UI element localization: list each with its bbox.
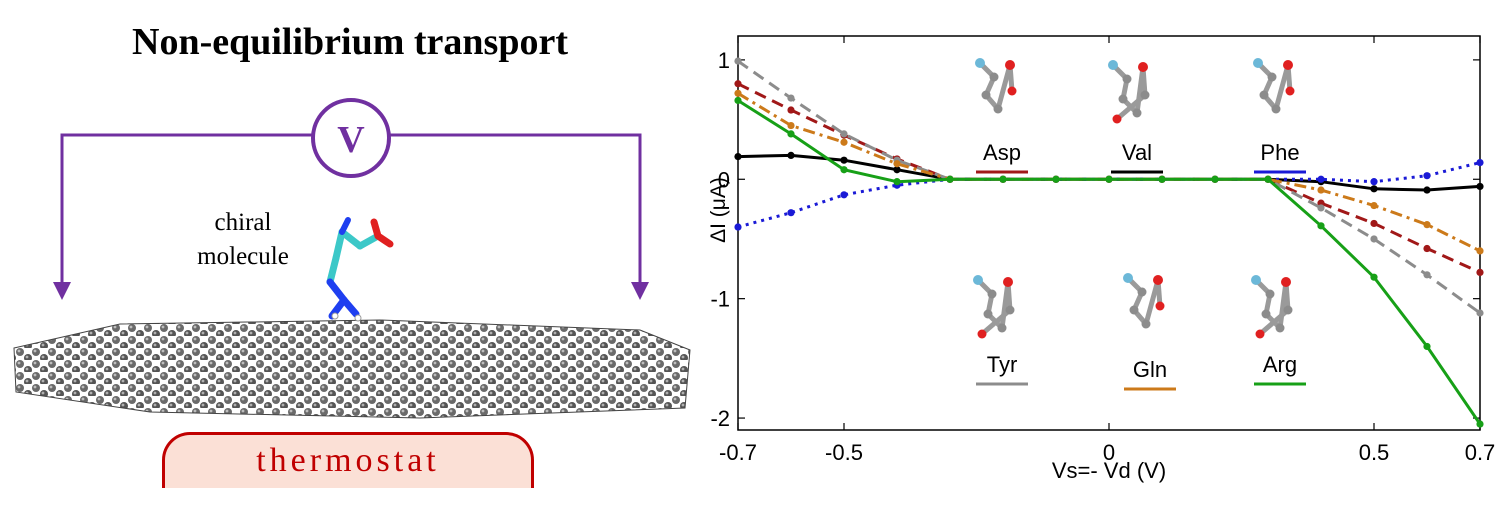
schematic-panel: Non-equilibrium transport V: [0, 0, 700, 514]
right-arrow-head: [631, 282, 649, 300]
data-point-gln: [1476, 247, 1484, 255]
schematic-title: Non-equilibrium transport: [132, 21, 568, 63]
data-point-phe: [787, 209, 795, 217]
x-tick-label: -0.5: [825, 440, 863, 465]
circuit-wire: [60, 133, 642, 292]
molecule-structure-icon: [1108, 60, 1150, 124]
axis-ticks: -0.7 -0.5 0 0.5 0.7 1 0 -1 -2: [710, 36, 1495, 465]
data-point-arg: [893, 178, 901, 186]
data-point-gln: [734, 89, 742, 97]
plot-frame: [737, 35, 1481, 431]
molecule-label-line1: chiral: [214, 209, 272, 236]
data-point-asp: [787, 106, 795, 114]
data-point-asp: [734, 80, 742, 88]
thermostat-box: [162, 432, 534, 488]
data-point-arg: [1423, 342, 1431, 351]
data-point-phe: [1317, 175, 1325, 183]
chart-svg: -0.7 -0.5 0 0.5 0.7 1 0 -1 -2 Asp Val Phe Tyr Gln Arg…: [707, 35, 1495, 483]
data-point-arg: [787, 130, 795, 138]
data-point-gln: [840, 138, 848, 146]
thermostat-label: thermostat: [256, 442, 440, 479]
voltmeter-label: V: [337, 119, 365, 161]
data-point-arg: [1317, 222, 1325, 230]
data-point-arg: [1158, 175, 1166, 183]
molecule-structure-icon: [973, 275, 1015, 339]
data-point-val: [893, 166, 901, 174]
data-point-val: [1370, 185, 1378, 193]
y-tick-label: -1: [710, 287, 730, 312]
data-point-arg: [734, 96, 742, 105]
graphene-sheet-icon: [13, 319, 691, 419]
chart-panel: -0.7 -0.5 0 0.5 0.7 1 0 -1 -2 Asp Val Phe Tyr Gln Arg…: [707, 0, 1510, 514]
molecule-icon: [326, 217, 394, 322]
data-point-val: [734, 152, 742, 161]
y-axis-label: ΔĪ (μA): [710, 177, 730, 243]
molecule-label: chiral molecule: [178, 206, 308, 274]
data-point-arg: [1476, 420, 1484, 428]
left-arrow-head: [53, 282, 71, 300]
data-point-val: [840, 156, 848, 164]
x-tick-label: -0.7: [719, 440, 757, 465]
data-point-gln: [787, 121, 795, 130]
circuit-diagram: V: [13, 98, 691, 419]
data-point-val: [787, 151, 795, 159]
legend-label-tyr: Tyr: [987, 352, 1018, 377]
data-point-arg: [946, 175, 954, 183]
data-point-gln: [1317, 186, 1325, 194]
series-line-gln: [737, 92, 1481, 253]
data-point-asp: [1476, 268, 1484, 276]
x-tick-label: 0.5: [1359, 440, 1390, 465]
y-tick-label: 1: [718, 48, 730, 73]
molecule-structure-icon: [1253, 58, 1295, 114]
molecule-structures: [973, 58, 1295, 339]
x-tick-label: 0: [1103, 440, 1115, 465]
data-point-phe: [1476, 158, 1484, 167]
x-axis-label: Vs=- Vd (V): [1052, 458, 1166, 483]
legend: Asp Val Phe Tyr Gln Arg: [976, 140, 1306, 391]
data-point-tyr: [1423, 271, 1431, 279]
data-point-tyr: [787, 94, 795, 102]
data-point-arg: [1264, 175, 1272, 183]
molecule-structure-icon: [975, 58, 1017, 114]
legend-label-arg: Arg: [1263, 352, 1297, 377]
data-point-tyr: [840, 130, 848, 138]
data-point-tyr: [1317, 204, 1325, 212]
molecule-structure-icon: [1123, 273, 1165, 329]
data-point-arg: [1370, 273, 1378, 281]
data-point-asp: [1370, 219, 1378, 228]
data-point-tyr: [734, 57, 742, 65]
legend-label-val: Val: [1122, 140, 1152, 165]
y-tick-label: 0: [718, 167, 730, 192]
data-point-phe: [1423, 172, 1431, 180]
data-point-tyr: [1476, 309, 1484, 317]
data-point-tyr: [1370, 235, 1378, 243]
legend-label-gln: Gln: [1133, 357, 1167, 382]
data-point-val: [1476, 182, 1484, 191]
x-tick-label: 0.7: [1465, 440, 1496, 465]
data-point-gln: [893, 160, 901, 168]
data-point-arg: [840, 166, 848, 174]
series-layer: [734, 57, 1484, 428]
data-point-val: [1423, 186, 1431, 194]
data-point-phe: [734, 223, 742, 231]
data-point-asp: [1423, 244, 1431, 253]
y-tick-label: -2: [710, 406, 730, 431]
voltmeter-icon: [311, 98, 391, 178]
data-point-arg: [1105, 175, 1113, 183]
data-point-phe: [1370, 178, 1378, 186]
data-point-gln: [1370, 201, 1378, 210]
data-point-arg: [1211, 175, 1219, 183]
molecule-structure-icon: [1251, 275, 1293, 339]
legend-label-phe: Phe: [1260, 140, 1299, 165]
legend-label-asp: Asp: [983, 140, 1021, 165]
molecule-label-line2: molecule: [197, 243, 289, 270]
data-point-arg: [999, 175, 1007, 183]
data-point-arg: [1052, 175, 1060, 183]
data-point-gln: [1423, 221, 1431, 229]
data-point-phe: [840, 191, 848, 199]
